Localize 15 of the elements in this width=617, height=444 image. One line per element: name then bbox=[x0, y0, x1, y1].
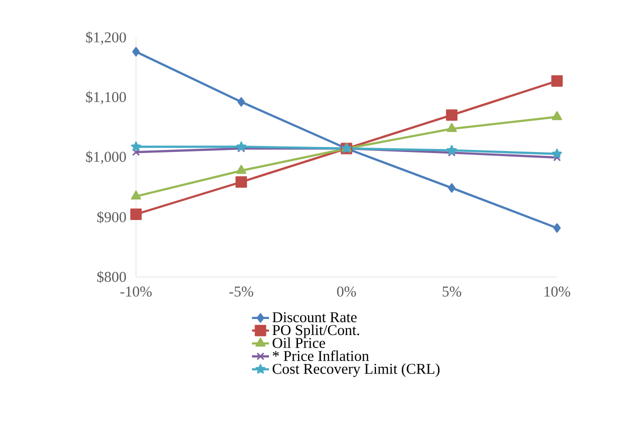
legend-label: Cost Recovery Limit (CRL) bbox=[272, 363, 440, 377]
legend-label: PO Split/Cont. bbox=[272, 324, 360, 338]
y-tick-label: $900 bbox=[97, 211, 126, 224]
y-tick-label: $1,100 bbox=[86, 91, 126, 104]
legend-label: * Price Inflation bbox=[272, 350, 369, 362]
x-tick-label: 5% bbox=[442, 286, 462, 297]
x-tick-label: 0% bbox=[337, 286, 356, 297]
y-tick-label: $1,000 bbox=[86, 150, 126, 164]
x-tick-label: -5% bbox=[229, 286, 254, 297]
y-tick-label: $1,200 bbox=[86, 31, 126, 45]
x-tick-label: -10% bbox=[120, 286, 152, 297]
legend-label: Discount Rate bbox=[272, 312, 357, 322]
x-tick-label: 10% bbox=[544, 286, 570, 297]
y-tick-label: $800 bbox=[97, 271, 126, 283]
legend-label: Oil Price bbox=[272, 337, 326, 348]
